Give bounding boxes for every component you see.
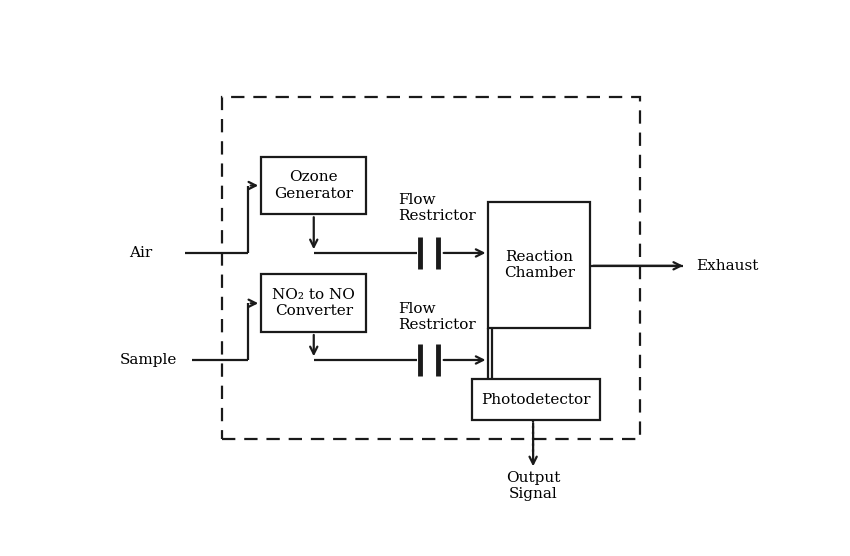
Text: Flow
Restrictor: Flow Restrictor [398, 193, 476, 223]
Text: Sample: Sample [119, 353, 177, 367]
Text: Exhaust: Exhaust [696, 259, 758, 273]
Text: Reaction
Chamber: Reaction Chamber [504, 250, 575, 280]
Bar [488, 202, 591, 328]
Text: Output
Signal: Output Signal [506, 471, 560, 502]
Bar [222, 97, 640, 439]
Text: Ozone
Generator: Ozone Generator [275, 171, 354, 201]
Bar [261, 274, 366, 332]
Bar [472, 379, 600, 420]
Text: Photodetector: Photodetector [481, 393, 591, 406]
Bar [261, 157, 366, 215]
Text: Air: Air [129, 246, 152, 260]
Text: Flow
Restrictor: Flow Restrictor [398, 302, 476, 332]
Text: NO₂ to NO
Converter: NO₂ to NO Converter [272, 288, 355, 319]
